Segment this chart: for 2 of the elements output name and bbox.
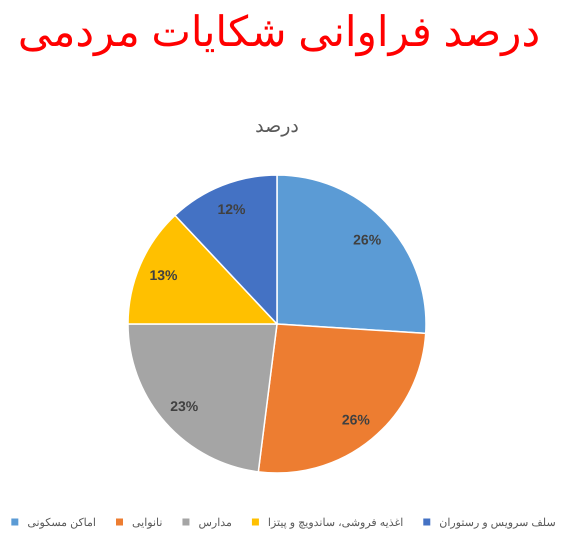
subtitle: درصد [255, 116, 299, 137]
title: درصد فراوانی شکایات مردمی [18, 8, 540, 55]
